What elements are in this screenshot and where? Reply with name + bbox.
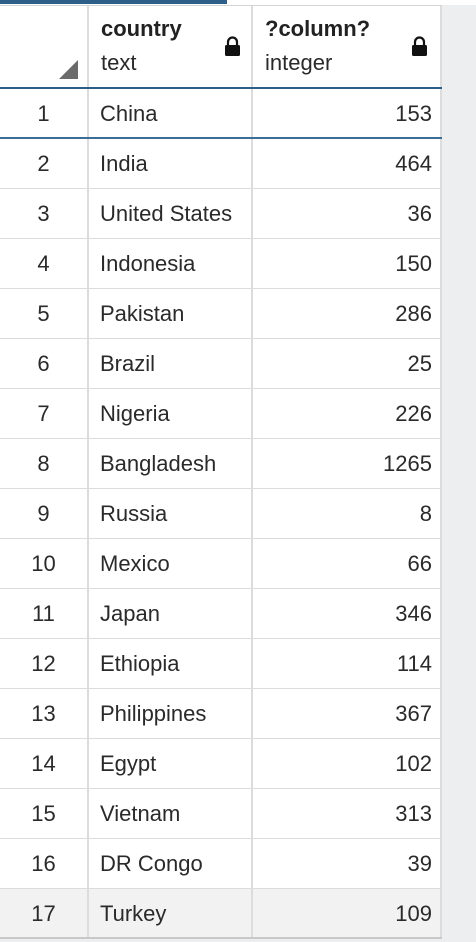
- row-number[interactable]: 2: [0, 139, 89, 188]
- row-number[interactable]: 17: [0, 889, 89, 937]
- cell-column-value[interactable]: 8: [253, 489, 442, 538]
- row-number[interactable]: 1: [0, 89, 89, 137]
- active-tab-indicator: [0, 0, 227, 4]
- row-number[interactable]: 5: [0, 289, 89, 338]
- cell-column-value[interactable]: 153: [253, 89, 442, 137]
- cell-country[interactable]: Pakistan: [89, 289, 253, 338]
- cell-country[interactable]: Brazil: [89, 339, 253, 388]
- table-row[interactable]: 15 Vietnam 313: [0, 789, 442, 839]
- cell-country[interactable]: Ethiopia: [89, 639, 253, 688]
- row-number[interactable]: 7: [0, 389, 89, 438]
- row-number[interactable]: 11: [0, 589, 89, 638]
- row-number[interactable]: 16: [0, 839, 89, 888]
- cell-column-value[interactable]: 226: [253, 389, 442, 438]
- table-row[interactable]: 11 Japan 346: [0, 589, 442, 639]
- column-header-country[interactable]: country text: [89, 6, 253, 87]
- table-row[interactable]: 2 India 464: [0, 139, 442, 189]
- cell-column-value[interactable]: 1265: [253, 439, 442, 488]
- column-header-column[interactable]: ?column? integer: [253, 6, 442, 87]
- table-row[interactable]: 8 Bangladesh 1265: [0, 439, 442, 489]
- table-row[interactable]: 12 Ethiopia 114: [0, 639, 442, 689]
- row-number[interactable]: 13: [0, 689, 89, 738]
- cell-column-value[interactable]: 313: [253, 789, 442, 838]
- cell-column-value[interactable]: 346: [253, 589, 442, 638]
- cell-country[interactable]: India: [89, 139, 253, 188]
- cell-column-value[interactable]: 367: [253, 689, 442, 738]
- grid-header: country text ?column? integer: [0, 5, 442, 89]
- table-row[interactable]: 16 DR Congo 39: [0, 839, 442, 889]
- cell-column-value[interactable]: 102: [253, 739, 442, 788]
- row-number[interactable]: 9: [0, 489, 89, 538]
- cell-column-value[interactable]: 66: [253, 539, 442, 588]
- column-type: text: [101, 50, 137, 75]
- lock-icon: [412, 36, 427, 56]
- cell-column-value[interactable]: 109: [253, 889, 442, 937]
- top-tab-strip: [0, 0, 476, 5]
- cell-country[interactable]: DR Congo: [89, 839, 253, 888]
- table-row[interactable]: 5 Pakistan 286: [0, 289, 442, 339]
- table-row[interactable]: 7 Nigeria 226: [0, 389, 442, 439]
- grid-body: 1 China 153 2 India 464 3 United States 36 4 Indon…: [0, 89, 442, 939]
- table-row[interactable]: 10 Mexico 66: [0, 539, 442, 589]
- row-number[interactable]: 3: [0, 189, 89, 238]
- column-name: ?column?: [265, 16, 371, 41]
- table-row[interactable]: 17 Turkey 109: [0, 889, 442, 939]
- table-row[interactable]: 6 Brazil 25: [0, 339, 442, 389]
- table-row[interactable]: 9 Russia 8: [0, 489, 442, 539]
- cell-column-value[interactable]: 114: [253, 639, 442, 688]
- corner-triangle-icon: [59, 60, 78, 79]
- table-row[interactable]: 13 Philippines 367: [0, 689, 442, 739]
- cell-country[interactable]: Russia: [89, 489, 253, 538]
- cell-column-value[interactable]: 150: [253, 239, 442, 288]
- row-number[interactable]: 6: [0, 339, 89, 388]
- cell-country[interactable]: Bangladesh: [89, 439, 253, 488]
- table-row[interactable]: 1 China 153: [0, 89, 442, 139]
- cell-country[interactable]: Turkey: [89, 889, 253, 937]
- row-number[interactable]: 10: [0, 539, 89, 588]
- cell-country[interactable]: Japan: [89, 589, 253, 638]
- select-all-corner[interactable]: [0, 6, 89, 87]
- cell-country[interactable]: Egypt: [89, 739, 253, 788]
- grid-empty-area: [442, 5, 476, 942]
- column-name: country: [101, 16, 182, 41]
- table-row[interactable]: 4 Indonesia 150: [0, 239, 442, 289]
- table-row[interactable]: 14 Egypt 102: [0, 739, 442, 789]
- cell-country[interactable]: Nigeria: [89, 389, 253, 438]
- column-type: integer: [265, 50, 333, 75]
- cell-column-value[interactable]: 39: [253, 839, 442, 888]
- data-grid[interactable]: country text ?column? integer 1 China 153 2…: [0, 5, 442, 939]
- lock-icon: [225, 36, 240, 56]
- cell-column-value[interactable]: 286: [253, 289, 442, 338]
- row-number[interactable]: 15: [0, 789, 89, 838]
- cell-country[interactable]: Mexico: [89, 539, 253, 588]
- row-number[interactable]: 4: [0, 239, 89, 288]
- cell-country[interactable]: Vietnam: [89, 789, 253, 838]
- cell-country[interactable]: China: [89, 89, 253, 137]
- cell-country[interactable]: Philippines: [89, 689, 253, 738]
- row-number[interactable]: 14: [0, 739, 89, 788]
- cell-column-value[interactable]: 25: [253, 339, 442, 388]
- row-number[interactable]: 12: [0, 639, 89, 688]
- cell-column-value[interactable]: 464: [253, 139, 442, 188]
- cell-column-value[interactable]: 36: [253, 189, 442, 238]
- row-number[interactable]: 8: [0, 439, 89, 488]
- cell-country[interactable]: Indonesia: [89, 239, 253, 288]
- table-row[interactable]: 3 United States 36: [0, 189, 442, 239]
- cell-country[interactable]: United States: [89, 189, 253, 238]
